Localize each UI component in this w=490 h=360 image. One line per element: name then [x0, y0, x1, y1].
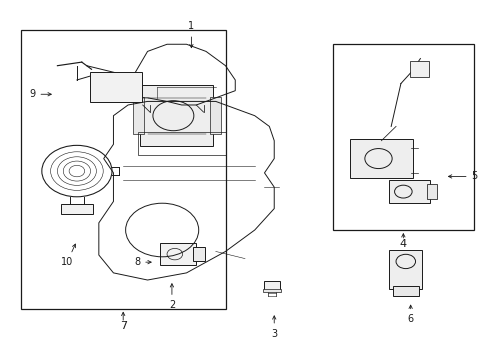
Text: 10: 10 — [61, 244, 75, 267]
FancyBboxPatch shape — [392, 287, 419, 296]
Bar — [21, 30, 225, 309]
FancyBboxPatch shape — [193, 247, 204, 261]
FancyBboxPatch shape — [90, 72, 142, 103]
FancyBboxPatch shape — [133, 97, 144, 134]
Text: 4: 4 — [400, 239, 407, 249]
Text: 1: 1 — [188, 21, 195, 48]
FancyBboxPatch shape — [389, 250, 422, 289]
Bar — [333, 44, 474, 230]
FancyBboxPatch shape — [61, 204, 93, 214]
Text: 3: 3 — [271, 316, 277, 339]
FancyBboxPatch shape — [389, 180, 430, 203]
Text: 9: 9 — [29, 89, 51, 99]
Text: 5: 5 — [448, 171, 478, 181]
FancyBboxPatch shape — [210, 97, 220, 134]
Text: 8: 8 — [134, 257, 151, 267]
FancyBboxPatch shape — [350, 139, 413, 178]
FancyBboxPatch shape — [410, 62, 429, 77]
Text: 7: 7 — [120, 321, 127, 332]
FancyBboxPatch shape — [263, 289, 281, 292]
Text: 2: 2 — [169, 284, 175, 310]
Text: 6: 6 — [408, 305, 414, 324]
FancyBboxPatch shape — [140, 85, 213, 146]
FancyBboxPatch shape — [264, 281, 280, 291]
FancyBboxPatch shape — [427, 184, 438, 199]
FancyBboxPatch shape — [160, 243, 196, 265]
